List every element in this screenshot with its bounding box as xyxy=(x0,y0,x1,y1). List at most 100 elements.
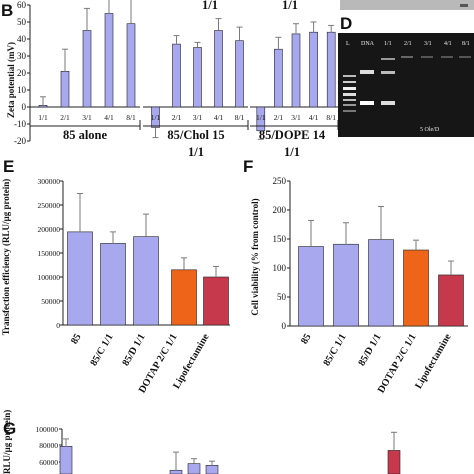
panel-b-ytick: -20 xyxy=(14,136,26,146)
panel-g-ytick: 80000 xyxy=(39,441,58,450)
panel-d: D L DNA 1/1 2/1 3/1 4/1 8/1 xyxy=(338,0,474,137)
panel-e-xlabel: 85 xyxy=(69,332,84,346)
panel-b-group-label-1: 85 alone xyxy=(63,128,108,142)
panel-e-bar xyxy=(203,276,229,326)
panel-b-group-label-3: 85/DOPE 14 xyxy=(259,128,326,142)
panel-f: F Cell viability (% from control) 250 20… xyxy=(243,157,468,395)
panel-e-bar xyxy=(171,269,197,326)
panel-b-ytick: 60 xyxy=(17,0,27,10)
panel-b-bar xyxy=(274,48,283,108)
panel-e-xlabel: 85/D 1/1 xyxy=(120,332,147,368)
panel-f-x-labels: 85 85/C 1/1 85/D 1/1 DOTAP 2/C 1/1 Lipof… xyxy=(299,332,454,396)
panel-g-ytick: 100000 xyxy=(36,425,59,434)
panel-e-ytick: 200000 xyxy=(38,225,61,234)
panel-f-bar xyxy=(438,274,464,327)
gel-lane-label: 3/1 xyxy=(424,41,432,47)
panel-f-y-ticks: 250 200 150 100 50 0 xyxy=(273,176,287,331)
panel-f-ytick: 250 xyxy=(273,176,287,186)
panel-f-bar xyxy=(368,239,394,327)
panel-e-xlabel: 85/C 1/1 xyxy=(88,332,115,368)
panel-b-y-ticks: 60 50 40 30 20 10 0 -10 -20 xyxy=(14,0,27,146)
panel-e-bar xyxy=(67,231,93,326)
panel-b-xtick: 4/1 xyxy=(214,113,224,122)
panel-e-ytick: 300000 xyxy=(38,177,61,186)
panel-b-bar xyxy=(126,23,136,108)
gel-lane-label: 2/1 xyxy=(404,41,412,47)
panel-b-xtick: 1/1 xyxy=(151,113,161,122)
panel-b-xtick: 4/1 xyxy=(104,113,114,122)
panel-b-bar xyxy=(172,43,181,108)
panel-f-ytick: 150 xyxy=(273,234,287,244)
panel-f-letter: F xyxy=(243,157,253,176)
panel-f-ytick: 100 xyxy=(273,263,287,273)
panel-e-bar xyxy=(100,243,126,326)
panel-b-bar xyxy=(309,31,318,108)
panel-b-bar xyxy=(104,13,114,108)
panel-e-plot xyxy=(60,180,230,326)
panel-b-xtick: 1/1 xyxy=(256,113,266,122)
panel-f-xlabel: 85/D 1/1 xyxy=(356,332,383,368)
panel-e-ytick: 50000 xyxy=(41,297,60,306)
panel-b-xtick: 8/1 xyxy=(326,113,336,122)
gel-strip-mark xyxy=(460,4,468,7)
panel-b-bar xyxy=(38,105,48,108)
panel-f-ytick: 0 xyxy=(282,321,287,331)
panel-g-bar xyxy=(387,450,401,474)
panel-b-xtick: 2/1 xyxy=(60,113,70,122)
panel-e-ytick: 100000 xyxy=(38,273,61,282)
panel-f-xlabel: Lipofectamine xyxy=(413,332,454,391)
panel-b-xtick: 8/1 xyxy=(126,113,136,122)
panel-b-ytick: 30 xyxy=(17,51,27,61)
panel-b-group-sublabel-2: 1/1 xyxy=(188,145,204,159)
panel-b-xtick: 3/1 xyxy=(291,113,301,122)
panel-b-bar xyxy=(235,40,244,108)
panel-e-ytick: 150000 xyxy=(38,249,61,258)
panel-b-ytick: 20 xyxy=(17,68,27,78)
gel-bands xyxy=(343,56,471,112)
gel-strip-top xyxy=(340,0,474,10)
gel-lane-labels: L DNA 1/1 2/1 3/1 4/1 8/1 xyxy=(346,41,470,47)
panel-b-bar xyxy=(193,47,202,108)
gel-lane-label: 4/1 xyxy=(444,41,452,47)
gel-lane-label: 1/1 xyxy=(384,41,392,47)
panel-b-xtick: 3/1 xyxy=(82,113,92,122)
gel-image xyxy=(338,33,474,137)
panel-g-y-ticks: 100000 80000 60000 xyxy=(36,425,59,467)
panel-b-top-fragment-2: 1/1 xyxy=(282,0,298,12)
panel-f-ytick: 200 xyxy=(273,205,287,215)
panel-g-bar xyxy=(59,446,73,474)
panel-b-top-fragment-1: 1/1 xyxy=(202,0,218,12)
panel-e-y-ticks: 300000 250000 200000 150000 100000 50000… xyxy=(38,177,61,330)
panel-b-bar xyxy=(291,33,301,108)
panel-f-ylabel: Cell viability (% from control) xyxy=(250,198,260,315)
panel-b-ytick: 0 xyxy=(22,102,27,112)
gel-lane-label: 8/1 xyxy=(462,41,470,47)
panel-b: B 1/1 1/1 Zeta potential (mV) 60 50 40 3… xyxy=(1,0,339,159)
panel-b-group-label-2: 85/Chol 15 xyxy=(167,128,224,142)
panel-e-ylabel: Transfection efficiency (RLU/µg protein) xyxy=(1,179,11,336)
panel-b-plot: 1/1 2/1 3/1 4/1 8/1 1/1 2/1 3/1 4/1 8/1 1/1 2/1 3/1 4… xyxy=(27,0,339,142)
panel-g-bar xyxy=(205,464,219,474)
panel-g: G RLU/µg protein) 100000 80000 60000 xyxy=(2,410,401,474)
panel-e-x-labels: 85 85/C 1/1 85/D 1/1 DOTAP 2/C 1/1 Lipof… xyxy=(69,332,212,396)
panel-b-xtick: 2/1 xyxy=(172,113,182,122)
panel-g-bar xyxy=(187,463,201,474)
panel-b-ytick: 50 xyxy=(17,17,27,27)
panel-b-ytick: -10 xyxy=(14,119,26,129)
panel-b-bar xyxy=(82,30,92,108)
gel-lane-label: L xyxy=(346,41,350,47)
panel-b-xtick: 4/1 xyxy=(309,113,319,122)
panel-f-xlabel: 85 xyxy=(299,332,314,346)
panel-f-bar xyxy=(403,249,429,327)
panel-e-bar xyxy=(133,236,159,326)
panel-b-xtick: 1/1 xyxy=(38,113,48,122)
panel-g-letter: G xyxy=(3,419,16,438)
panel-b-xtick: 3/1 xyxy=(193,113,203,122)
gel-caption: 5 Ole/D xyxy=(420,127,440,133)
panel-f-plot xyxy=(287,180,468,327)
panel-g-ylabel: RLU/µg protein) xyxy=(2,410,12,474)
panel-g-plot xyxy=(59,428,401,474)
panel-g-bar xyxy=(169,469,183,474)
panel-b-ytick: 10 xyxy=(17,85,27,95)
